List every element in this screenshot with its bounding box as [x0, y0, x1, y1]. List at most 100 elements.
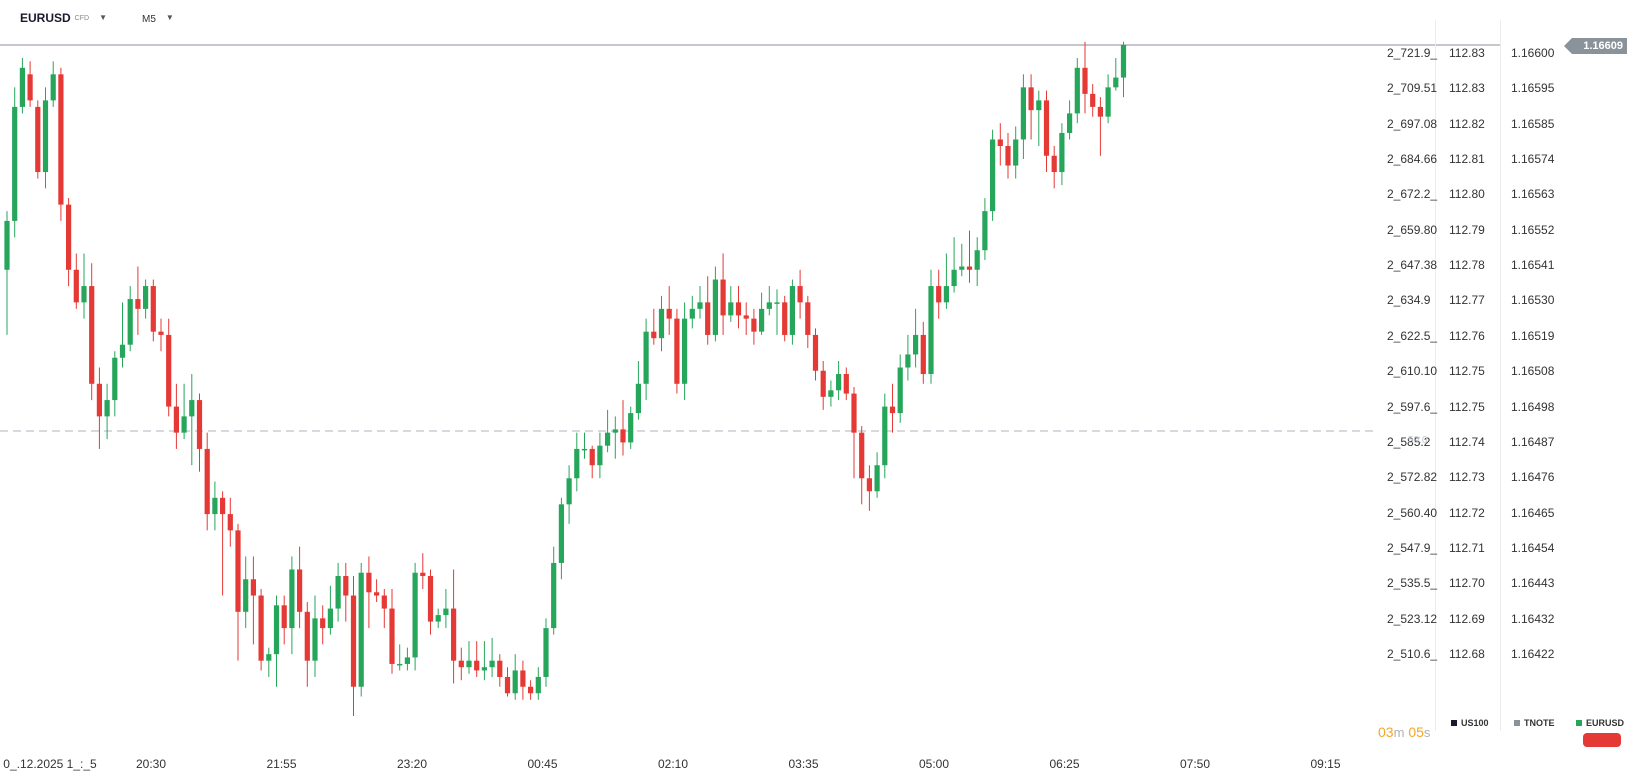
candle-body [127, 299, 133, 345]
y-tick-label: 1.16487 [1511, 434, 1555, 449]
candle-body [812, 334, 819, 371]
symbol-selector[interactable]: EURUSD CFD ▼ [20, 11, 107, 25]
candle-body [189, 400, 195, 417]
candle-body [581, 448, 588, 451]
candle-body [928, 286, 934, 375]
y-tick-label: 112.75 [1449, 399, 1485, 414]
legend-tnote[interactable]: TNOTE [1514, 718, 1555, 728]
legend-eurusd[interactable]: EURUSD [1576, 718, 1624, 728]
candle-body [1043, 100, 1050, 156]
legend-swatch [1451, 720, 1457, 726]
candle-body [389, 608, 395, 664]
chevron-down-icon: ▼ [99, 13, 107, 22]
axis-divider [1435, 20, 1436, 731]
y-tick-label: 1.16454 [1511, 540, 1555, 555]
candle-body [112, 357, 118, 401]
y-tick-label: 112.81 [1449, 152, 1485, 167]
candle-body [620, 429, 626, 443]
candle-body [1036, 100, 1042, 111]
candle-body [859, 432, 865, 479]
candle-body [1067, 113, 1073, 133]
candle-body [143, 286, 149, 309]
y-tick-label: 112.83 [1449, 46, 1485, 60]
candle-body [913, 334, 919, 355]
candle-body [1059, 132, 1065, 173]
candle-body [720, 279, 726, 316]
candle-body [905, 354, 911, 368]
candle-body [12, 106, 18, 221]
candle-body [1013, 139, 1019, 166]
candle-body [851, 393, 857, 433]
legend-label: US100 [1461, 718, 1489, 728]
candle-body [420, 572, 426, 576]
candle-body [504, 676, 511, 694]
x-tick-label: 21:55 [266, 757, 297, 771]
candle-body [889, 406, 896, 414]
candle-body [920, 334, 926, 375]
x-tick-label: 06:25 [1049, 757, 1080, 771]
x-tick-label: 0_.12.2025 1_:_5 [3, 757, 97, 771]
legend-label: TNOTE [1524, 718, 1555, 728]
y-tick-label: 112.79 [1449, 222, 1485, 237]
candle-body [96, 383, 102, 417]
candle-body [335, 575, 341, 609]
candle-body [674, 318, 680, 384]
candle-body [374, 592, 380, 596]
candle-body [897, 367, 903, 414]
candle-body [528, 686, 534, 694]
y-tick-label: 2_572.82 [1387, 470, 1438, 485]
candle-body [397, 663, 403, 666]
candle-body [4, 220, 10, 270]
y-tick-label: 2_659.80 [1387, 222, 1438, 237]
candle-body [66, 204, 72, 270]
y-tick-label: 1.16530 [1511, 293, 1555, 308]
candle-body [535, 676, 541, 694]
candle-body [135, 299, 141, 309]
y-tick-label: 112.74 [1449, 434, 1485, 449]
candle-body [412, 572, 418, 658]
y-tick-label: 1.16600 [1511, 46, 1555, 60]
countdown-seconds: 05 [1408, 724, 1424, 740]
legend-us100[interactable]: US100 [1451, 718, 1489, 728]
candle-body [789, 286, 795, 335]
candle-body [366, 572, 372, 593]
candle-body [89, 286, 95, 384]
sell-button[interactable] [1583, 733, 1621, 747]
countdown-minutes: 03 [1378, 724, 1394, 740]
candle-body [574, 448, 580, 479]
y-tick-label: 112.70 [1449, 576, 1485, 591]
y-tick-label: 1.16422 [1511, 646, 1555, 661]
candle-body [797, 286, 803, 303]
y-tick-label: 2_634.9 [1387, 293, 1431, 308]
candle-body [235, 530, 241, 612]
candle-body [220, 497, 226, 515]
y-tick-label: 2_597.6_ [1387, 399, 1438, 414]
candle-body [836, 374, 842, 391]
toolbar: EURUSD CFD ▼ M5 ▼ [0, 0, 1635, 36]
x-tick-label: 23:20 [396, 757, 428, 771]
current-price-badge: 1.16609 [1564, 38, 1627, 54]
candle-body [196, 400, 203, 449]
y-tick-label: 1.16465 [1511, 505, 1555, 520]
x-tick-label: 05:00 [918, 757, 950, 771]
candle-body [643, 331, 649, 384]
y-tick-label: 112.71 [1449, 540, 1485, 555]
candle-body [474, 660, 480, 671]
timeframe-selector[interactable]: M5 ▼ [142, 13, 174, 25]
candle-body [936, 286, 942, 303]
candle-body [1051, 155, 1057, 173]
candle-body [289, 569, 295, 629]
y-tick-label: 112.83 [1449, 81, 1485, 96]
candle-body [982, 211, 988, 251]
y-tick-label: 2_709.51 [1387, 81, 1438, 96]
candle-body [497, 660, 503, 677]
candle-body [689, 308, 695, 319]
y-tick-label: 1.16585 [1511, 116, 1555, 131]
candle-body [343, 575, 349, 596]
symbol-type-tag: CFD [74, 15, 90, 22]
candle-body [150, 286, 156, 332]
candle-body [1005, 145, 1011, 166]
candle-body [404, 657, 410, 664]
candle-body [104, 400, 110, 417]
